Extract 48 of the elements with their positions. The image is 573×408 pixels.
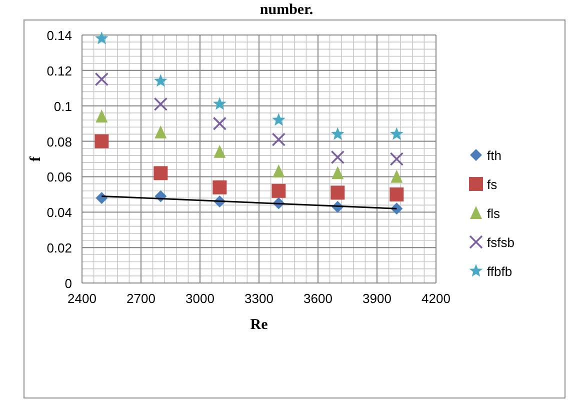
x-tick-label: 2400 (68, 291, 96, 306)
point (390, 152, 404, 166)
point (214, 144, 226, 158)
point (390, 187, 404, 202)
point (96, 192, 108, 204)
y-tick-label: 0.14 (46, 28, 72, 43)
legend-label: fls (487, 206, 500, 221)
point (95, 32, 108, 44)
point (390, 170, 403, 183)
y-tick-label: 0 (64, 276, 72, 291)
legend-label: fth (487, 148, 502, 163)
x-tick-label: 2700 (126, 291, 156, 306)
point (212, 180, 227, 194)
point (154, 74, 168, 87)
point (332, 166, 344, 180)
y-tick-label: 0.02 (46, 240, 72, 256)
point (330, 150, 345, 164)
point (272, 113, 286, 126)
y-tick-label: 0.12 (46, 63, 72, 78)
x-tick-label: 3900 (362, 291, 392, 306)
chart-title: number. (260, 2, 314, 18)
point (390, 127, 404, 140)
y-axis-title: f (28, 156, 44, 162)
legend-label: fs (487, 177, 498, 192)
point (96, 109, 108, 122)
point (154, 166, 168, 180)
legend-label: fsfsb (487, 235, 514, 250)
point (272, 184, 286, 198)
y-tick-label: 0.04 (46, 205, 72, 220)
point (272, 132, 286, 146)
point (213, 97, 226, 110)
x-tick-label: 3600 (304, 291, 332, 306)
legend-label: ffbfb (487, 264, 512, 279)
y-tick-label: 0.08 (46, 134, 72, 150)
point (331, 127, 344, 140)
y-tick-label: 0.1 (54, 98, 72, 114)
point (154, 125, 167, 138)
point (212, 116, 227, 130)
point (330, 186, 345, 200)
x-axis-title: Re (250, 317, 268, 333)
x-tick-label: 3300 (244, 291, 274, 306)
y-tick-label: 0.06 (46, 170, 72, 185)
point (272, 164, 285, 178)
x-tick-label: 4200 (422, 291, 450, 306)
point (94, 134, 109, 148)
point (154, 97, 168, 111)
x-tick-label: 3000 (186, 291, 214, 306)
point (94, 72, 109, 86)
